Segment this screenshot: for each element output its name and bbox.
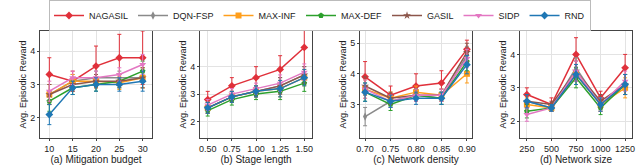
svg-text:Avg. Episodic Reward: Avg. Episodic Reward: [498, 41, 508, 129]
svg-text:0.80: 0.80: [407, 144, 425, 154]
svg-text:1.50: 1.50: [296, 144, 314, 154]
svg-text:750: 750: [568, 144, 583, 154]
svg-text:250: 250: [519, 144, 534, 154]
svg-text:MAX-DEF: MAX-DEF: [341, 11, 382, 21]
svg-text:0.85: 0.85: [433, 144, 451, 154]
svg-text:4: 4: [190, 62, 195, 72]
svg-text:1.00: 1.00: [247, 144, 265, 154]
svg-text:1000: 1000: [591, 144, 611, 154]
svg-text:20: 20: [91, 144, 101, 154]
svg-text:NAGASIL: NAGASIL: [89, 11, 128, 21]
svg-text:3: 3: [190, 89, 195, 99]
svg-text:(b) Stage length: (b) Stage length: [220, 154, 291, 165]
svg-text:Avg. Episodic Reward: Avg. Episodic Reward: [18, 41, 28, 129]
svg-text:2: 2: [30, 113, 35, 123]
svg-text:2: 2: [510, 116, 515, 126]
svg-text:DQN-FSP: DQN-FSP: [173, 11, 214, 21]
svg-text:4: 4: [350, 69, 355, 79]
svg-text:(a) Mitigation budget: (a) Mitigation budget: [50, 154, 141, 165]
svg-text:SIDP: SIDP: [499, 11, 520, 21]
svg-text:30: 30: [138, 144, 148, 154]
svg-text:0.75: 0.75: [382, 144, 400, 154]
svg-text:(c) Network density: (c) Network density: [373, 154, 459, 165]
svg-text:0.90: 0.90: [458, 144, 476, 154]
svg-text:MAX-INF: MAX-INF: [259, 11, 297, 21]
svg-text:3: 3: [350, 100, 355, 110]
svg-text:500: 500: [544, 144, 559, 154]
svg-text:5: 5: [350, 38, 355, 48]
svg-text:RND: RND: [565, 11, 585, 21]
svg-text:0.75: 0.75: [223, 144, 241, 154]
svg-text:0.50: 0.50: [199, 144, 217, 154]
svg-text:1250: 1250: [615, 144, 635, 154]
svg-text:3: 3: [510, 83, 515, 93]
svg-text:Avg. Episodic Reward: Avg. Episodic Reward: [178, 41, 188, 129]
svg-text:2: 2: [190, 117, 195, 127]
svg-text:(d) Network size: (d) Network size: [540, 154, 613, 165]
svg-text:4: 4: [30, 46, 35, 56]
svg-text:Avg. Episodic Reward: Avg. Episodic Reward: [338, 41, 348, 129]
svg-text:25: 25: [114, 144, 124, 154]
svg-text:3: 3: [30, 80, 35, 90]
svg-text:4: 4: [510, 50, 515, 60]
svg-text:15: 15: [68, 144, 78, 154]
svg-text:10: 10: [44, 144, 54, 154]
svg-text:1.25: 1.25: [271, 144, 289, 154]
svg-text:GASIL: GASIL: [427, 11, 454, 21]
svg-text:0.70: 0.70: [356, 144, 374, 154]
